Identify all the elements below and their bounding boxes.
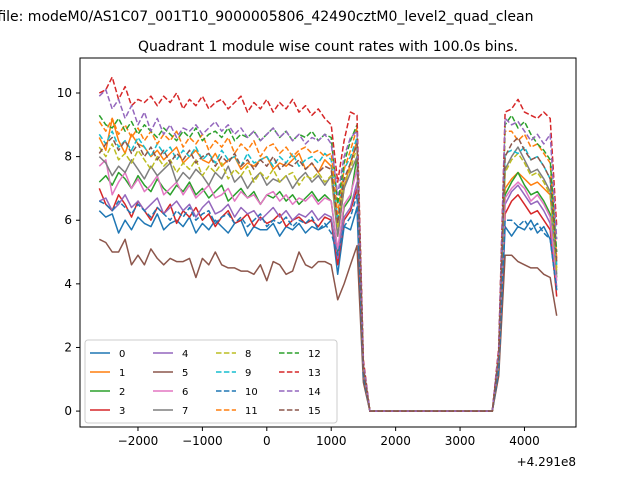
- y-tick-label: 0: [64, 404, 72, 418]
- x-tick-label: 3000: [445, 434, 476, 448]
- x-tick-label: −1000: [182, 434, 223, 448]
- x-tick-label: 1000: [316, 434, 347, 448]
- legend-label-14: 14: [308, 387, 321, 398]
- legend-label-5: 5: [182, 368, 188, 379]
- x-axis: −2000 −1000 0 1000 2000 3000 4000: [118, 427, 540, 448]
- legend-label-1: 1: [119, 368, 125, 379]
- y-axis: 0 2 4 6 8 10: [57, 86, 80, 418]
- axes-frame: [79, 57, 577, 428]
- x-tick-label: 0: [263, 434, 271, 448]
- legend-label-0: 0: [119, 349, 125, 360]
- legend-label-9: 9: [245, 368, 251, 379]
- legend-label-2: 2: [119, 387, 125, 398]
- y-tick-label: 4: [64, 277, 72, 291]
- x-axis-offset-label: +4.291e8: [517, 455, 576, 469]
- legend-label-6: 6: [182, 387, 188, 398]
- legend-label-8: 8: [245, 349, 251, 360]
- chart-title: Quadrant 1 module wise count rates with …: [138, 39, 518, 55]
- legend-label-11: 11: [245, 406, 258, 417]
- y-tick-label: 6: [64, 213, 72, 227]
- figure-suptitle: n file: modeM0/AS1C07_001T10_9000005806_…: [0, 9, 533, 25]
- legend-frame: [84, 339, 338, 424]
- legend-label-4: 4: [182, 349, 188, 360]
- y-tick-label: 2: [64, 340, 72, 354]
- series-group: [98, 76, 558, 412]
- series-line-15: [98, 136, 558, 412]
- legend-label-15: 15: [308, 406, 321, 417]
- series-line-8: [98, 143, 558, 412]
- x-tick-label: 2000: [380, 434, 411, 448]
- legend-label-10: 10: [245, 387, 258, 398]
- plot-area: [98, 76, 558, 412]
- x-tick-label: 4000: [509, 434, 540, 448]
- x-tick-label: −2000: [118, 434, 159, 448]
- y-tick-label: 10: [57, 86, 72, 100]
- y-tick-label: 8: [64, 150, 72, 164]
- legend-label-7: 7: [182, 406, 188, 417]
- legend-label-12: 12: [308, 349, 321, 360]
- legend-label-3: 3: [119, 406, 125, 417]
- legend-label-13: 13: [308, 368, 321, 379]
